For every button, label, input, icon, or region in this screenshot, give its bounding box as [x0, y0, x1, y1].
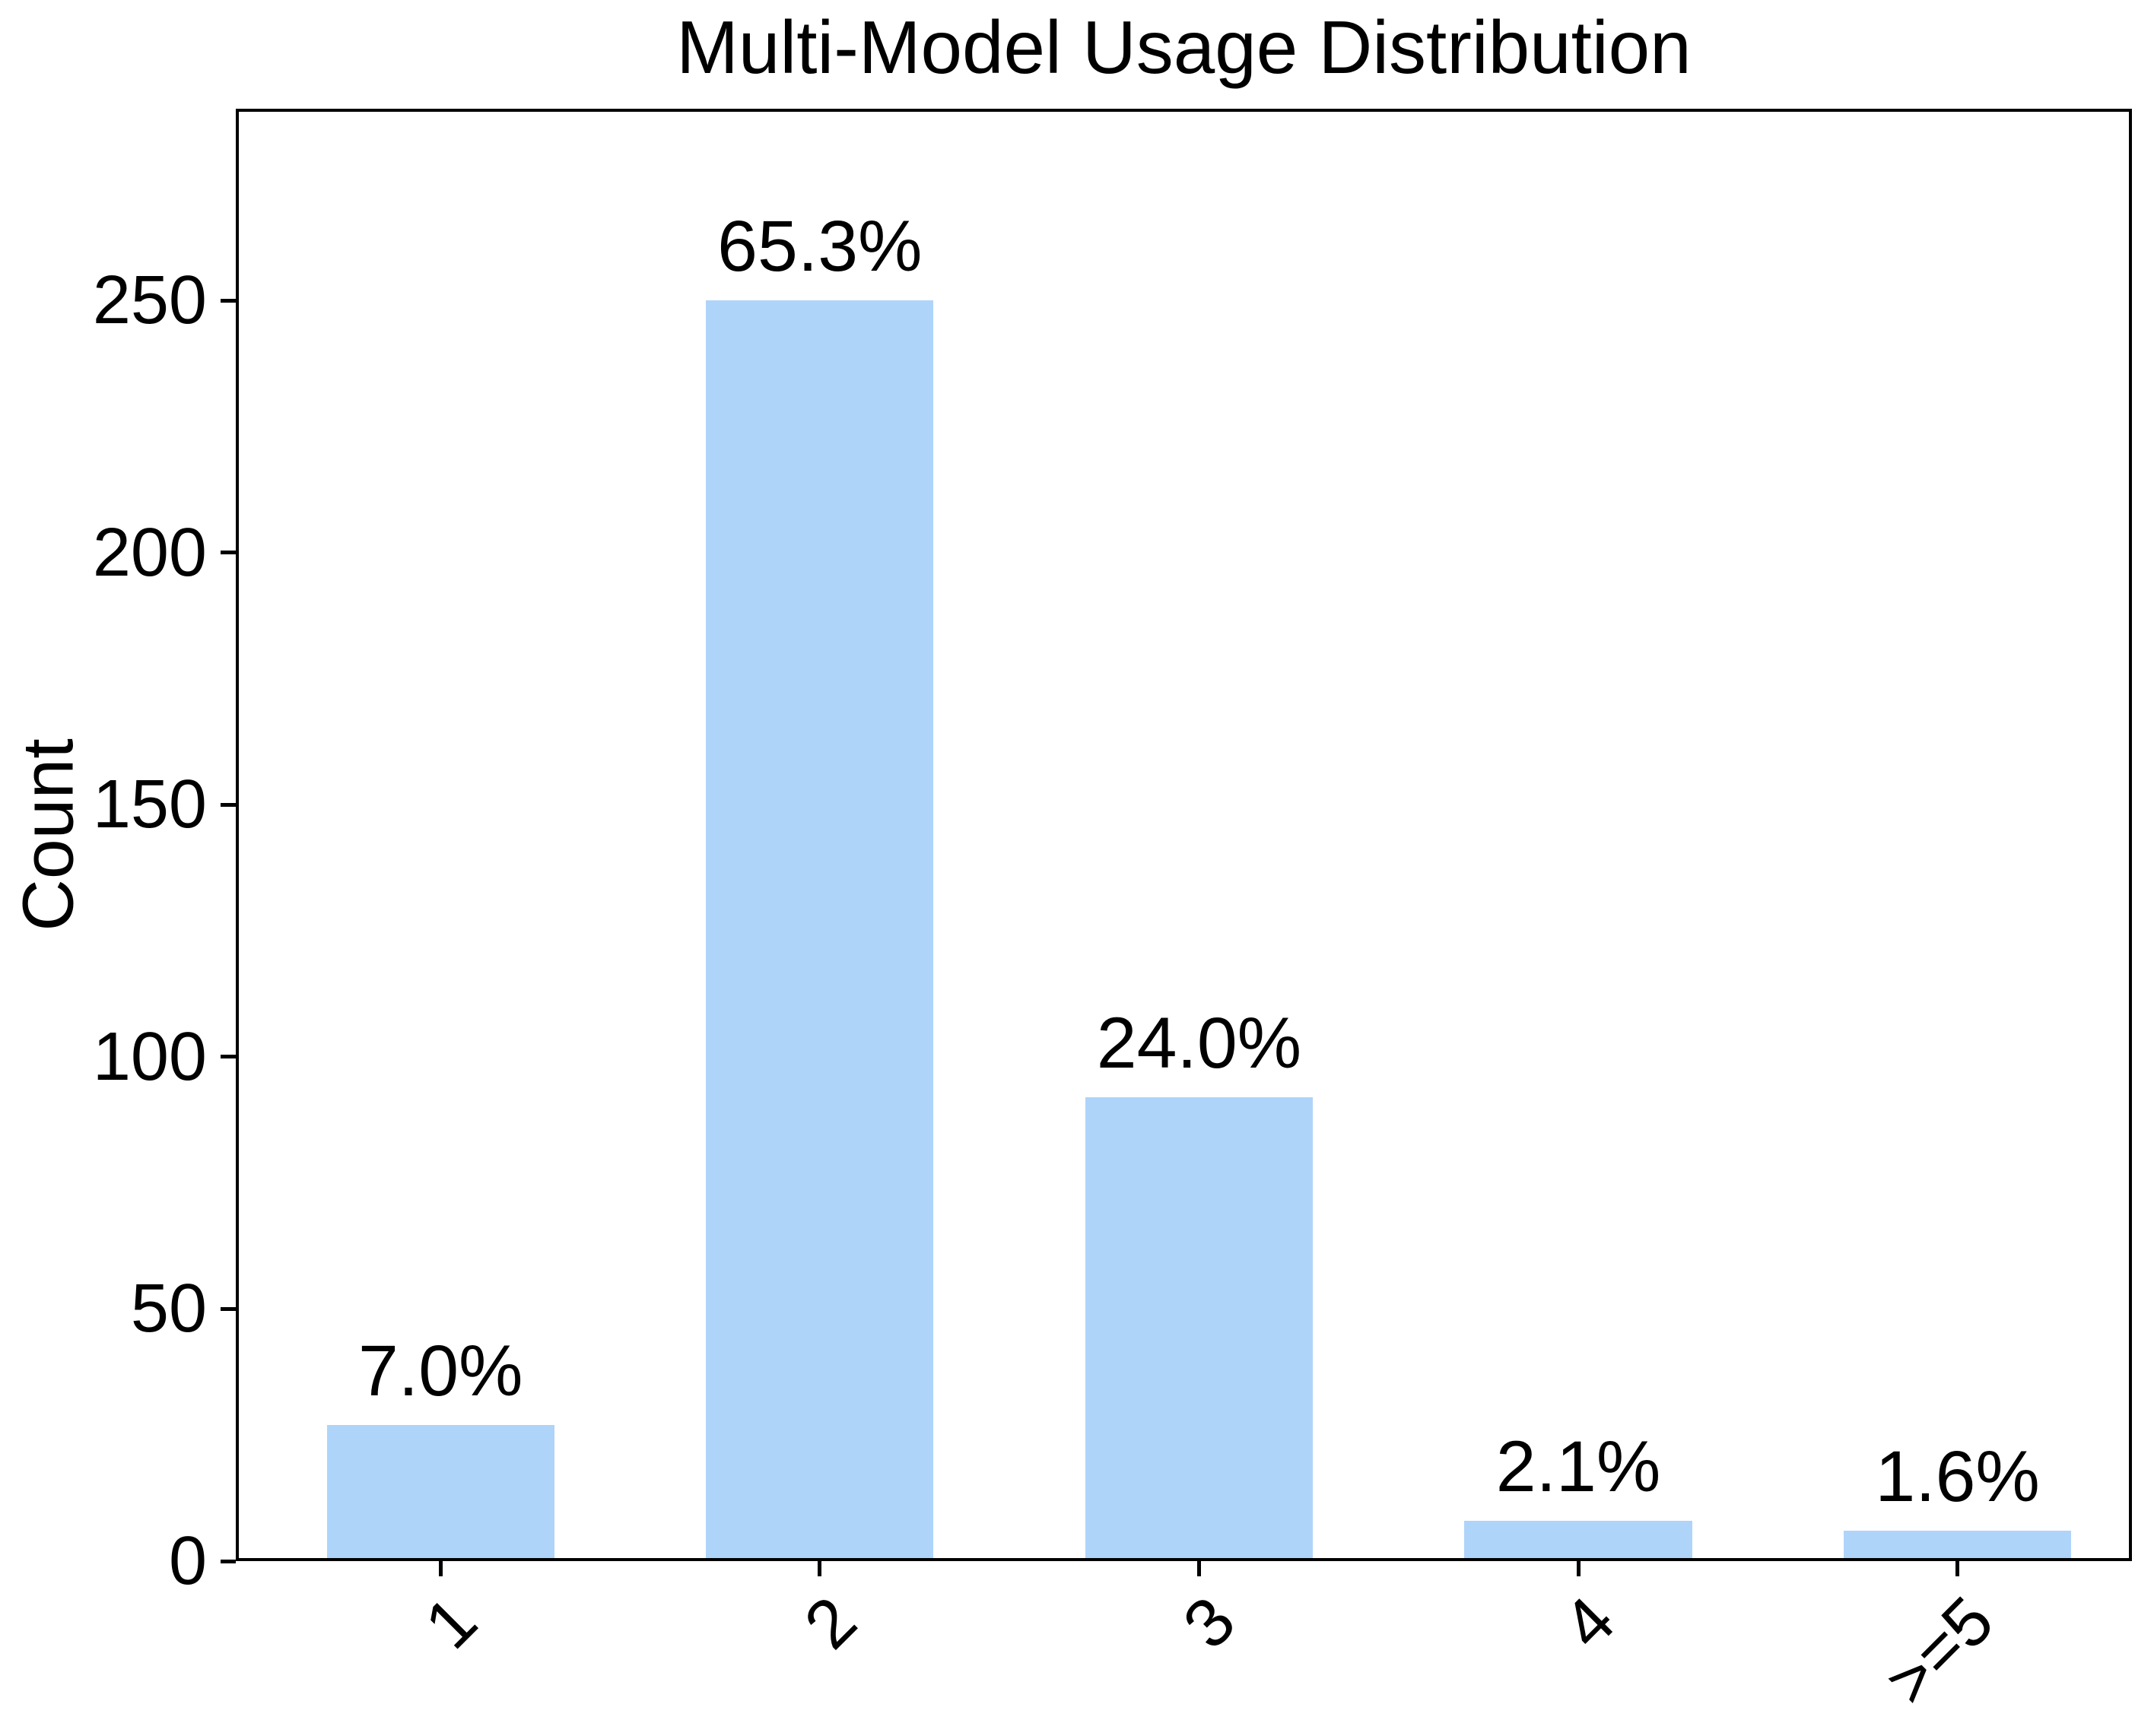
y-tick-label: 50: [130, 1271, 207, 1347]
bar: [706, 300, 934, 1561]
y-tick: [221, 802, 236, 807]
x-tick: [1196, 1561, 1201, 1576]
y-tick: [221, 551, 236, 555]
bar-value-label: 2.1%: [1495, 1426, 1661, 1507]
y-tick-label: 150: [92, 766, 207, 843]
bar: [1085, 1097, 1314, 1561]
x-tick-label: 1: [411, 1582, 492, 1664]
y-tick-label: 0: [168, 1523, 207, 1599]
y-tick: [221, 1559, 236, 1563]
x-tick-label: 3: [1169, 1582, 1250, 1664]
y-tick-label: 200: [92, 514, 207, 591]
y-tick-label: 100: [92, 1018, 207, 1095]
x-tick: [438, 1561, 443, 1576]
bar-value-label: 65.3%: [717, 206, 923, 287]
x-tick: [818, 1561, 822, 1576]
bar: [1464, 1520, 1692, 1561]
bar-value-label: 24.0%: [1096, 1002, 1302, 1084]
bar: [326, 1424, 554, 1561]
x-tick-label: >=5: [1871, 1582, 2009, 1720]
bar-value-label: 7.0%: [357, 1330, 523, 1411]
x-tick: [1955, 1561, 1960, 1576]
bar-value-label: 1.6%: [1875, 1436, 2040, 1518]
x-tick-label: 2: [789, 1582, 872, 1664]
y-tick: [221, 1306, 236, 1311]
y-tick: [221, 1055, 236, 1059]
x-tick-label: 4: [1549, 1582, 1630, 1664]
x-tick: [1576, 1561, 1581, 1576]
bar: [1844, 1531, 2072, 1561]
chart-title: Multi-Model Usage Distribution: [676, 5, 1692, 89]
y-tick: [221, 298, 236, 303]
y-tick-label: 250: [92, 262, 207, 338]
